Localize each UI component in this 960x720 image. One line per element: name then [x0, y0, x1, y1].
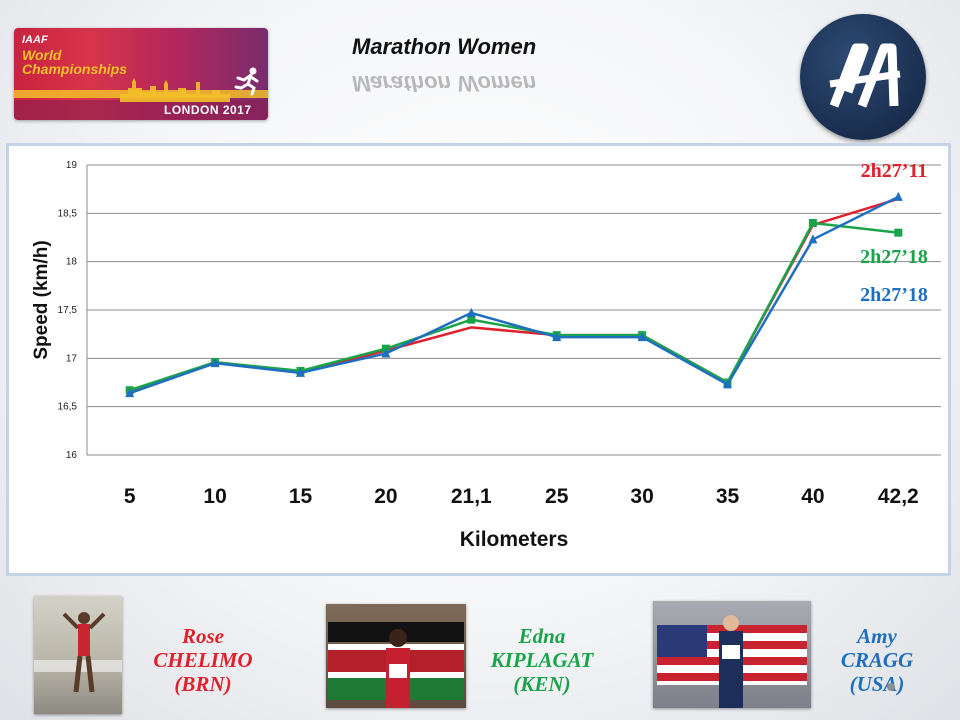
series-point-triangle	[381, 348, 391, 358]
athlete-photo-kiplagat	[326, 604, 466, 708]
athlete-country: (BRN)	[174, 672, 232, 696]
iaaf-london-2017-logo: IAAF World Championships LONDON 2017	[14, 28, 268, 120]
series-point-triangle	[893, 191, 903, 201]
y-tick-label: 18,5	[58, 208, 78, 219]
sprinter-icon	[234, 67, 259, 96]
x-tick-label: 21,1	[451, 485, 492, 508]
series-point-square	[808, 219, 817, 227]
x-tick-label: 42,2	[878, 485, 919, 508]
athlete-first-name: Edna	[518, 624, 566, 648]
logo-city-text: LONDON 2017	[164, 103, 252, 117]
athlete-label-kiplagat: Edna KIPLAGAT (KEN)	[467, 624, 617, 696]
series-point-square	[467, 315, 476, 324]
x-tick-label: 15	[289, 485, 313, 508]
y-tick-label: 17	[66, 353, 78, 364]
series-point-triangle	[296, 367, 305, 377]
series-point-triangle	[552, 332, 562, 342]
series-point-triangle	[723, 379, 732, 389]
athlete-country: (USA)	[849, 672, 905, 696]
logo-stripe	[14, 100, 268, 120]
x-tick-label: 40	[801, 485, 824, 508]
y-tick-label: 16,5	[58, 402, 78, 413]
series-point-triangle	[466, 307, 476, 317]
finish-time-label: 2h27’18	[860, 284, 928, 306]
x-tick-label: 25	[545, 485, 569, 508]
series-line-0	[129, 197, 899, 394]
y-tick-label: 17,5	[58, 305, 78, 316]
athlete-label-cragg: Amy CRAGG (USA)	[802, 624, 952, 696]
athlete-last-name: KIPLAGAT	[490, 648, 594, 672]
speed-line-chart: 16 16,5 17 17,5 18 18,5 19 5 10 15 20 21,1 25 30 35 40 4…	[31, 160, 941, 551]
x-tick-label: 10	[203, 485, 226, 508]
athlete-last-name: CRAGG	[840, 648, 914, 672]
y-tick-label: 18	[66, 257, 78, 268]
series-point-triangle	[637, 332, 647, 342]
series-point-triangle	[125, 388, 135, 398]
athlete-label-chelimo: Rose CHELIMO (BRN)	[128, 624, 278, 696]
series-point-square	[894, 228, 903, 237]
athlete-first-name: Rose	[182, 624, 224, 648]
y-tick-label: 19	[66, 160, 78, 171]
series-line-2	[129, 195, 899, 395]
x-axis-title: Kilometers	[460, 528, 569, 551]
x-tick-label: 20	[374, 485, 397, 508]
slide-title: Marathon Women	[352, 34, 537, 59]
london-skyline-icon	[120, 78, 230, 102]
athlete-first-name: Amy	[857, 624, 897, 648]
x-tick-label: 30	[630, 485, 653, 508]
logo-line-2: Championships	[22, 61, 128, 77]
x-tick-label: 5	[124, 485, 136, 508]
finish-time-label: 2h27’18	[860, 246, 928, 268]
y-tick-label: 16	[66, 450, 78, 461]
logo-line-1: World	[22, 47, 62, 63]
series-point-triangle	[210, 358, 220, 368]
athlete-photo-cragg	[653, 601, 811, 708]
finish-time-label: 2h27’11	[861, 160, 928, 182]
slide-title-reflection: Marathon Women	[352, 71, 537, 96]
logo-brand-text: IAAF	[22, 34, 48, 46]
athlete-last-name: CHELIMO	[153, 648, 253, 672]
athlete-country: (KEN)	[513, 672, 571, 696]
x-tick-label: 35	[716, 485, 740, 508]
series-point-triangle	[808, 234, 818, 244]
slide-dot-icon	[887, 683, 895, 691]
speed-chart-panel: 16 16,5 17 17,5 18 18,5 19 5 10 15 20 21,1 25 30 35 40 4…	[6, 143, 951, 576]
athlete-photo-chelimo	[34, 596, 122, 714]
aa-monogram-icon	[800, 14, 926, 140]
y-axis-title: Speed (km/h)	[31, 240, 52, 359]
series-line-1	[129, 221, 899, 392]
